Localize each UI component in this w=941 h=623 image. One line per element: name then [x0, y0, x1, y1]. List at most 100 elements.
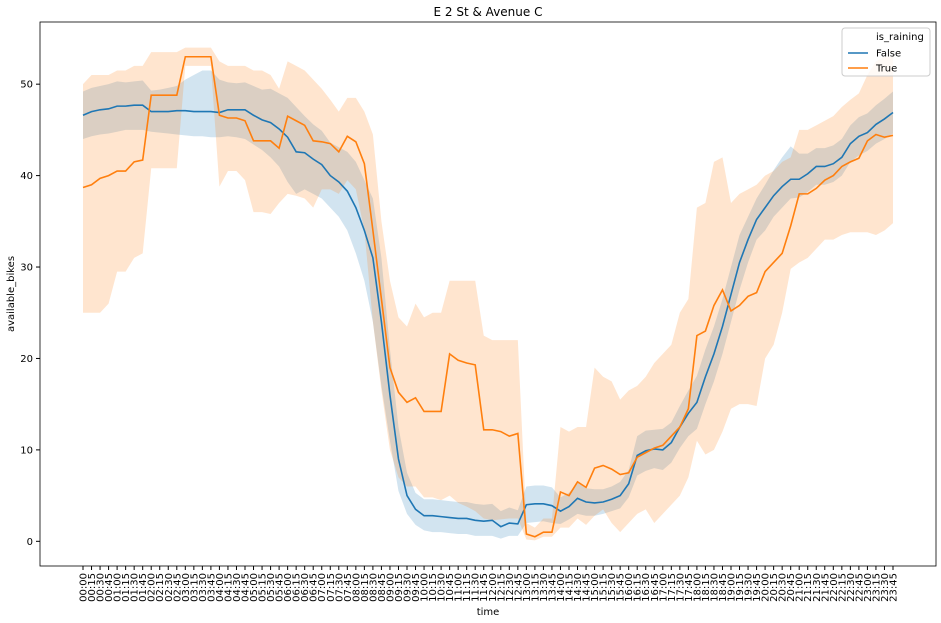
x-tick-label: 13:30	[539, 573, 550, 602]
line	[82, 55, 894, 538]
x-tick-label: 11:15	[462, 573, 473, 602]
x-tick-label: 01:15	[121, 573, 132, 602]
x-tick-label: 20:30	[778, 573, 789, 602]
confidence-band	[83, 47, 893, 541]
x-tick-label: 07:00	[317, 573, 328, 602]
x-tick-label: 16:15	[633, 573, 644, 602]
x-tick-label: 02:15	[155, 573, 166, 602]
x-tick-label: 19:00	[727, 573, 738, 602]
x-tick-label: 11:30	[471, 573, 482, 602]
x-tick-label: 06:15	[292, 573, 303, 602]
y-axis-label: available_bikes	[6, 256, 17, 332]
x-tick-label: 22:00	[829, 573, 840, 602]
x-tick-label: 20:45	[786, 573, 797, 602]
x-tick-label: 03:30	[198, 573, 209, 602]
x-tick-label: 23:00	[863, 573, 874, 602]
x-tick-label: 17:45	[684, 573, 695, 602]
x-tick-label: 18:45	[718, 573, 729, 602]
x-tick-label: 23:45	[889, 573, 900, 602]
x-tick-label: 13:15	[530, 573, 541, 602]
x-tick-label: 09:45	[411, 573, 422, 602]
x-tick-label: 01:30	[130, 573, 141, 602]
x-tick-label: 14:45	[582, 573, 593, 602]
x-tick-label: 02:45	[172, 573, 183, 602]
x-axis-label: time	[477, 607, 500, 618]
y-tick-label: 0	[27, 537, 33, 548]
x-tick-label: 13:45	[547, 573, 558, 602]
x-tick-label: 20:00	[761, 573, 772, 602]
x-tick-label: 05:45	[275, 573, 286, 602]
x-tick-label: 00:45	[104, 573, 115, 602]
x-tick-label: 06:45	[309, 573, 320, 602]
x-tick-label: 11:00	[454, 573, 465, 602]
y-tick-label: 10	[20, 445, 33, 456]
x-tick-label: 05:30	[266, 573, 277, 602]
y-tick-label: 30	[20, 263, 33, 274]
plot-frame	[39, 21, 937, 567]
x-tick-label: 07:15	[326, 573, 337, 602]
x-tick-label: 21:15	[803, 573, 814, 602]
x-tick-label: 00:15	[87, 573, 98, 602]
x-tick-label: 19:45	[752, 573, 763, 602]
x-tick-label: 04:30	[232, 573, 243, 602]
x-tick-label: 17:30	[675, 573, 686, 602]
x-tick-label: 10:45	[445, 573, 456, 602]
x-tick-label: 02:00	[147, 573, 158, 602]
y-tick-label: 20	[20, 354, 33, 365]
y-tick-label: 40	[20, 171, 33, 182]
y-tick-label: 50	[20, 80, 33, 91]
x-tick-label: 14:30	[573, 573, 584, 602]
x-tick-label: 09:00	[385, 573, 396, 602]
x-tick-label: 15:00	[590, 573, 601, 602]
x-tick-label: 13:00	[522, 573, 533, 602]
x-tick-label: 06:30	[300, 573, 311, 602]
x-tick-label: 16:00	[624, 573, 635, 602]
x-tick-label: 19:30	[744, 573, 755, 602]
legend-label: False	[876, 49, 901, 60]
x-tick-label: 23:15	[871, 573, 882, 602]
x-tick-label: 10:15	[428, 573, 439, 602]
x-tick-label: 03:45	[206, 573, 217, 602]
legend-box	[841, 27, 931, 77]
x-tick-label: 07:45	[343, 573, 354, 602]
x-tick-label: 10:00	[420, 573, 431, 602]
x-tick-label: 15:15	[599, 573, 610, 602]
x-tick-label: 14:00	[556, 573, 567, 602]
x-tick-label: 17:00	[658, 573, 669, 602]
chart-title: E 2 St & Avenue C	[434, 5, 543, 19]
x-tick-label: 09:15	[394, 573, 405, 602]
x-tick-label: 04:15	[223, 573, 234, 602]
x-tick-label: 18:30	[709, 573, 720, 602]
x-tick-label: 00:00	[79, 573, 90, 602]
x-tick-label: 12:00	[488, 573, 499, 602]
x-tick-label: 00:30	[96, 573, 107, 602]
x-tick-label: 22:45	[854, 573, 865, 602]
x-tick-label: 05:00	[249, 573, 260, 602]
x-tick-label: 08:45	[377, 573, 388, 602]
x-tick-label: 04:45	[241, 573, 252, 602]
confidence-band	[83, 70, 893, 539]
x-tick-label: 18:00	[692, 573, 703, 602]
x-tick-label: 15:30	[607, 573, 618, 602]
x-tick-label: 20:15	[769, 573, 780, 602]
x-tick-label: 06:00	[283, 573, 294, 602]
x-tick-label: 14:15	[565, 573, 576, 602]
x-tick-label: 01:45	[138, 573, 149, 602]
x-tick-label: 04:00	[215, 573, 226, 602]
x-tick-label: 21:30	[812, 573, 823, 602]
x-tick-label: 12:30	[505, 573, 516, 602]
x-tick-label: 22:15	[837, 573, 848, 602]
x-tick-label: 16:30	[641, 573, 652, 602]
x-tick-label: 21:45	[820, 573, 831, 602]
x-tick-label: 12:45	[513, 573, 524, 602]
x-tick-label: 21:00	[795, 573, 806, 602]
x-tick-label: 17:15	[667, 573, 678, 602]
x-tick-label: 18:15	[701, 573, 712, 602]
legend-label: True	[875, 64, 897, 75]
legend-title: is_raining	[876, 32, 924, 43]
x-tick-label: 08:00	[351, 573, 362, 602]
x-tick-label: 02:30	[164, 573, 175, 602]
x-tick-label: 10:30	[437, 573, 448, 602]
x-tick-label: 23:30	[880, 573, 891, 602]
